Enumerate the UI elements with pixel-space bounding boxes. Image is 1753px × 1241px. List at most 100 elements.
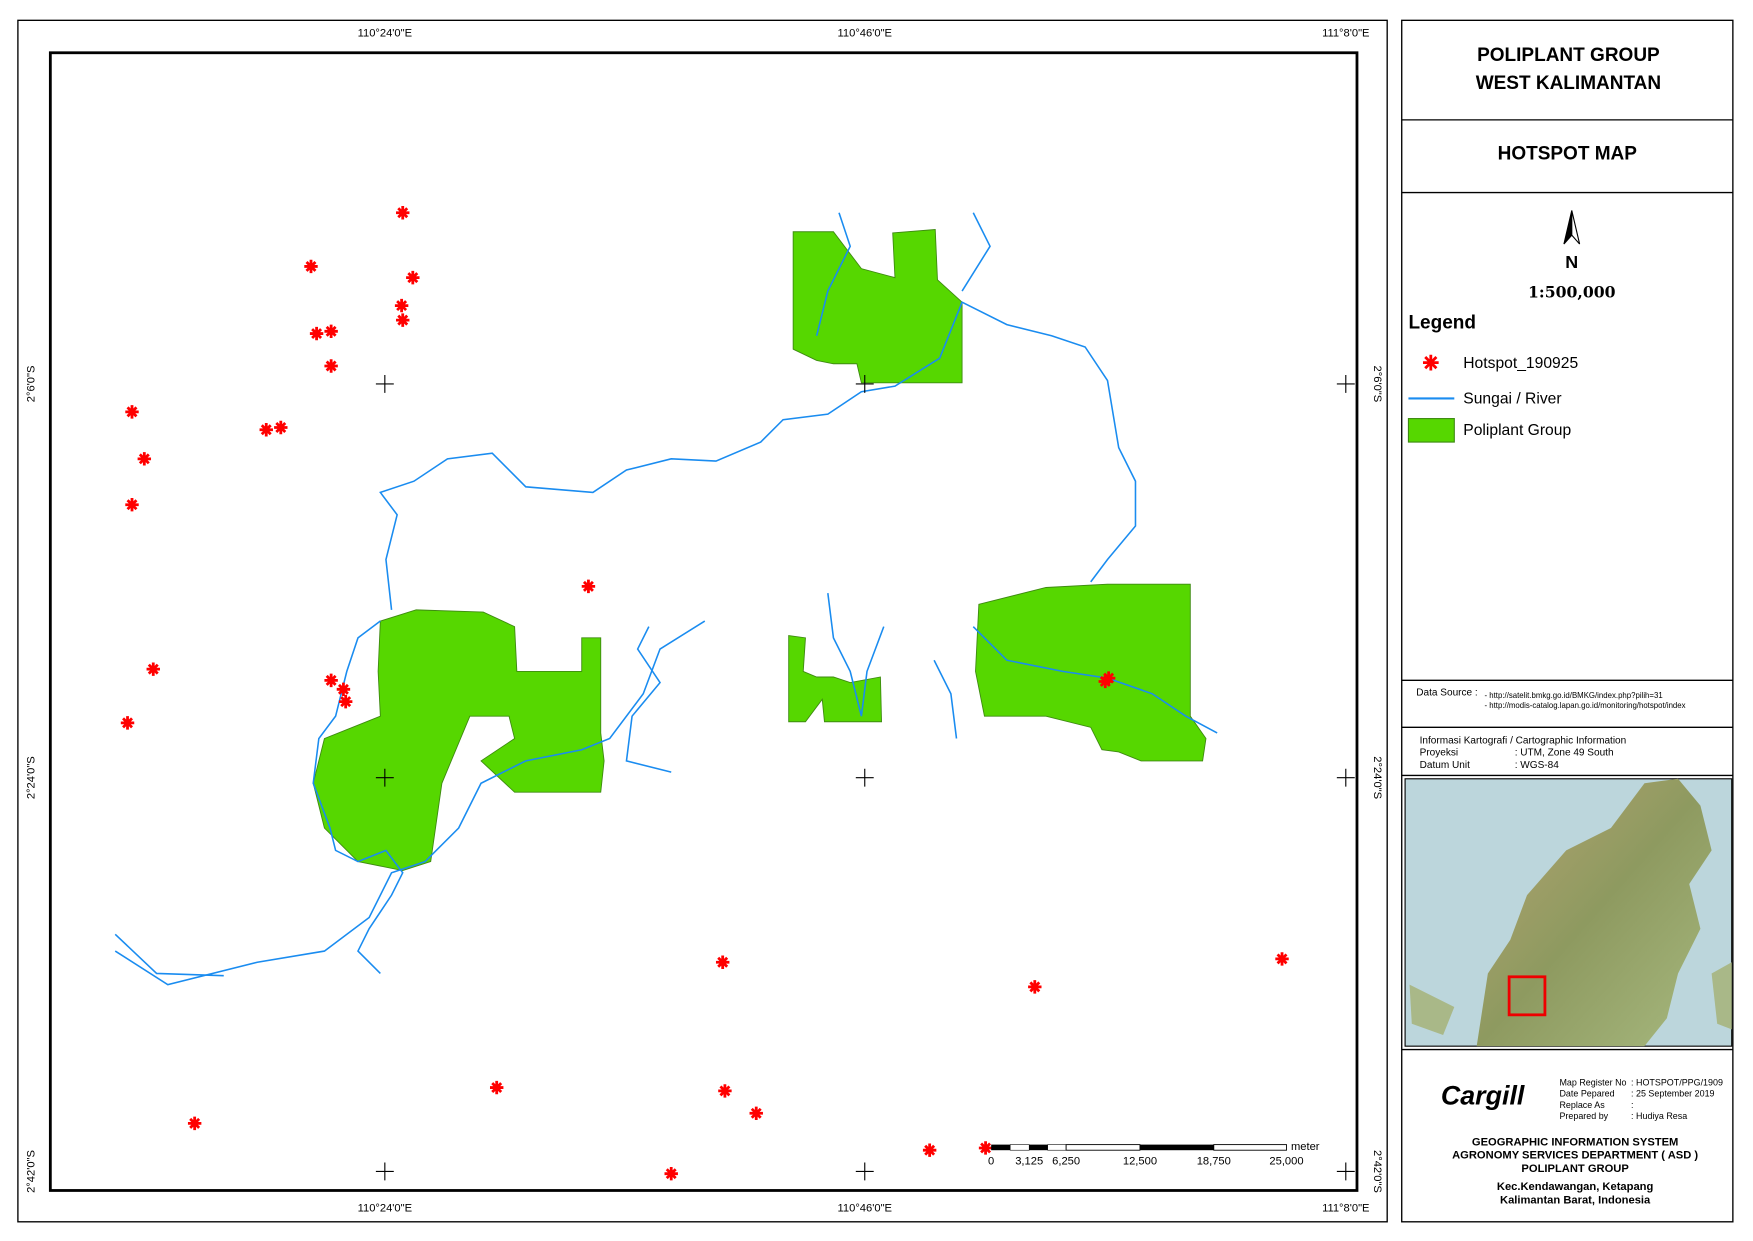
lat-label: 2°6'0"S	[1371, 366, 1383, 403]
data-source-line: - http://modis-catalog.lapan.go.id/monit…	[1485, 701, 1686, 710]
inset-map	[1404, 778, 1733, 1047]
hotspot	[187, 1116, 202, 1131]
scale-label: 12,500	[1123, 1155, 1157, 1167]
title-line: POLIPLANT GROUP	[1477, 45, 1660, 66]
scale-segment	[1213, 1144, 1287, 1151]
legend-item: Sungai / River	[1463, 391, 1561, 408]
register-key: Map Register No	[1559, 1077, 1626, 1087]
hotspot	[396, 313, 410, 327]
hotspot	[336, 682, 351, 697]
register-value: : 25 September 2019	[1631, 1089, 1715, 1099]
hotspot	[396, 206, 410, 220]
river	[114, 620, 706, 986]
carto-value: : UTM, Zone 49 South	[1515, 748, 1614, 759]
data-source-line: - http://satelit.bmkg.go.id/BMKG/index.p…	[1485, 691, 1663, 700]
hotspot	[664, 1166, 678, 1181]
scale-segment	[1009, 1144, 1030, 1151]
hotspot	[922, 1143, 937, 1157]
hotspots	[120, 206, 1289, 1181]
hotspot	[274, 420, 288, 435]
hotspot	[581, 579, 596, 594]
graticule: 110°24'0"E 110°24'0"E 110°46'0"E 110°46'0"E…	[25, 28, 1383, 1215]
graticule-cross	[855, 768, 874, 787]
lat-label: 2°6'0"S	[25, 366, 37, 403]
scale-segment	[1065, 1144, 1141, 1151]
hotspot	[324, 324, 338, 339]
scale-text: 1:500,000	[1528, 282, 1616, 301]
register-key: Prepared by	[1559, 1111, 1608, 1121]
estate	[312, 609, 605, 871]
register-value: : Hudiya Resa	[1631, 1111, 1687, 1121]
hotspot	[1028, 980, 1042, 994]
hotspot	[324, 359, 338, 373]
north-arrow	[1571, 210, 1581, 245]
graticule-cross	[1336, 1162, 1355, 1181]
graticule-cross	[855, 374, 874, 393]
legend-symbol	[1407, 418, 1455, 443]
legend-item: Hotspot_190925	[1463, 355, 1578, 372]
lat-label: 2°24'0"S	[1371, 756, 1383, 799]
legend-title: Legend	[1408, 313, 1476, 334]
legend-item: Poliplant Group	[1463, 422, 1571, 439]
estate	[788, 635, 882, 723]
river	[625, 626, 672, 773]
river	[815, 212, 852, 336]
river	[933, 659, 958, 739]
graticule-cross	[855, 1162, 874, 1181]
hotspot	[146, 662, 160, 676]
hotspot	[338, 694, 353, 709]
lon-label: 111°8'0"E	[1322, 1202, 1369, 1214]
graticule-cross	[1336, 768, 1355, 787]
lon-label: 110°24'0"E	[358, 28, 412, 40]
register-key: Date Pepared	[1559, 1089, 1614, 1099]
lat-label: 2°24'0"S	[25, 756, 37, 799]
graticule-cross	[1336, 374, 1355, 393]
panel-dividers	[1401, 119, 1733, 1051]
hotspot	[259, 423, 273, 437]
legend-symbol	[1422, 354, 1439, 371]
estate	[975, 583, 1207, 762]
hotspot	[394, 298, 409, 313]
hotspot	[304, 259, 318, 274]
outer-frame	[17, 19, 1388, 1223]
footer-line: Kalimantan Barat, Indonesia	[1500, 1194, 1651, 1206]
lat-label: 2°42'0"S	[25, 1150, 37, 1193]
hotspot	[309, 326, 324, 341]
logo: Cargill	[1441, 1081, 1525, 1111]
river	[114, 933, 224, 977]
register-value: :	[1631, 1100, 1633, 1110]
graticule-cross	[375, 374, 394, 393]
carto-key: Proyeksi	[1420, 748, 1459, 759]
footer-line: AGRONOMY SERVICES DEPARTMENT ( ASD )	[1452, 1150, 1698, 1162]
scale-label: 25,000	[1269, 1155, 1303, 1167]
north-label: N	[1565, 252, 1578, 272]
map-content	[114, 212, 1218, 986]
carto-key: Datum Unit	[1420, 760, 1470, 771]
lat-label: 2°42'0"S	[1371, 1150, 1383, 1193]
scale-bar: 0 3,125 6,250 12,500 18,750 25,000 meter	[988, 1141, 1320, 1168]
hotspot	[978, 1141, 993, 1155]
hotspot	[120, 716, 135, 730]
scale-label: 3,125	[1015, 1155, 1043, 1167]
carto-value: : WGS-84	[1515, 760, 1560, 771]
scale-segment	[1139, 1144, 1214, 1151]
hotspot	[324, 673, 338, 688]
scale-label: 6,250	[1052, 1155, 1080, 1167]
hotspot	[1098, 674, 1112, 689]
footer-line: GEOGRAPHIC INFORMATION SYSTEM	[1472, 1136, 1678, 1148]
panel-frame	[1401, 19, 1734, 1223]
data-source-label: Data Source :	[1416, 687, 1477, 698]
hotspot	[489, 1080, 504, 1095]
river	[827, 592, 885, 717]
lon-label: 110°46'0"E	[838, 28, 892, 40]
north-arrow	[1563, 210, 1573, 245]
lon-label: 111°8'0"E	[1322, 28, 1369, 40]
hotspot	[406, 270, 420, 285]
hotspot	[715, 955, 730, 969]
footer-line: Kec.Kendawangan, Ketapang	[1497, 1181, 1654, 1193]
register: Map Register No : HOTSPOT/PPG/1909 Date Pe…	[1559, 1077, 1723, 1121]
register-value: : HOTSPOT/PPG/1909	[1631, 1077, 1723, 1087]
register-key: Replace As	[1559, 1100, 1605, 1110]
hotspot	[125, 405, 139, 419]
lon-label: 110°24'0"E	[358, 1202, 412, 1214]
